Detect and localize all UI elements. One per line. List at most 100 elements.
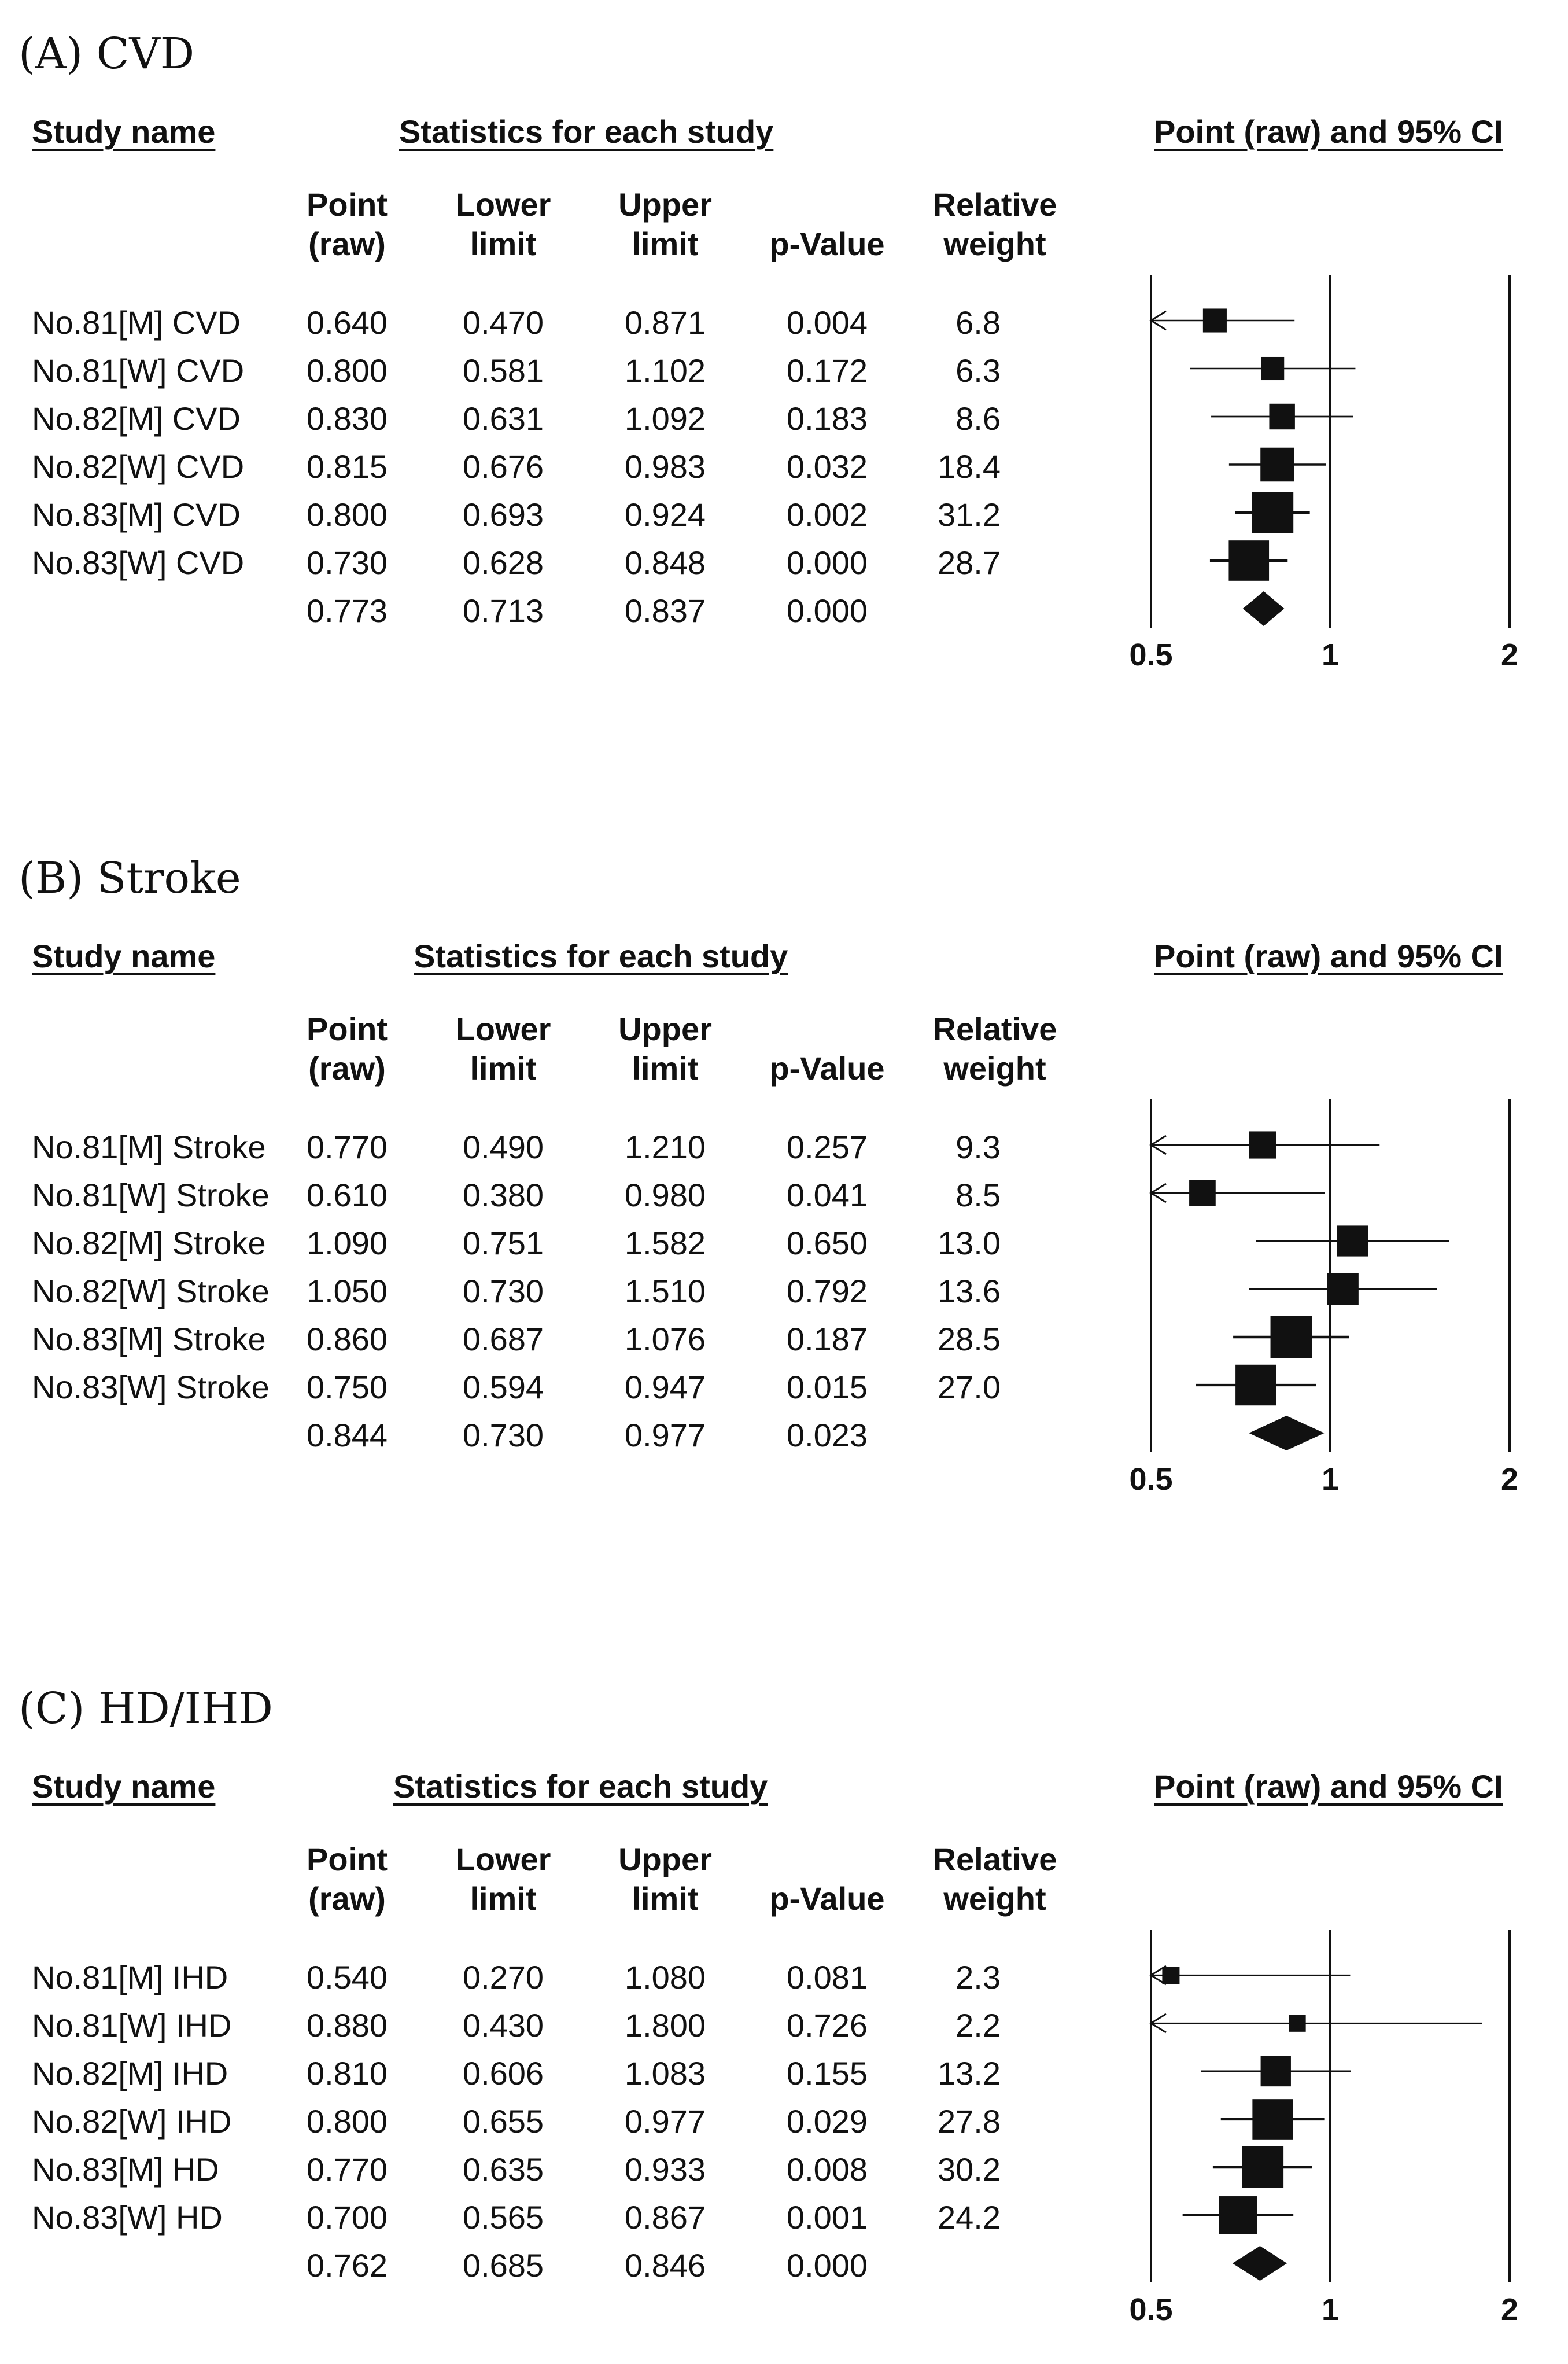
lower-limit-value: 0.628: [462, 544, 544, 581]
lower-limit-value: 0.730: [462, 1273, 544, 1309]
point-estimate-marker: [1252, 492, 1294, 533]
ci-clip-arrow-left: [1149, 1183, 1167, 1203]
point-estimate-marker: [1162, 1966, 1180, 1984]
study-name: No.82[W] IHD: [32, 2103, 232, 2140]
upper-limit-value: 1.092: [624, 400, 706, 437]
p-value: 0.029: [786, 2103, 868, 2140]
column-header-line: (raw): [308, 226, 386, 262]
upper-limit-value: 0.977: [624, 2103, 706, 2140]
p-value: 0.000: [786, 544, 868, 581]
upper-limit-value: 1.800: [624, 2007, 706, 2043]
point-estimate-marker: [1269, 403, 1295, 430]
study-name: No.81[W] CVD: [32, 352, 245, 389]
column-header-line: Point: [307, 1841, 388, 1877]
study-name: No.81[M] IHD: [32, 1959, 228, 1995]
upper-limit-column-header: Upper limit: [578, 185, 752, 264]
column-header-line: limit: [470, 1880, 537, 1917]
point-value: 0.810: [306, 2055, 388, 2091]
lower-limit-value: 0.676: [462, 448, 544, 485]
upper-limit-value: 0.924: [624, 496, 706, 533]
ci-clip-arrow-left: [1149, 310, 1167, 331]
upper-limit-value: 0.848: [624, 544, 706, 581]
panel-title: (A) CVD: [19, 29, 195, 79]
x-tick-label: 2: [1500, 638, 1519, 672]
study-name: No.81[M] CVD: [32, 304, 241, 341]
upper-limit-value: 0.947: [624, 1369, 706, 1405]
upper-limit-column-header: Upper limit: [578, 1010, 752, 1088]
forest-panel: (A) CVD Study name Statistics for each stu…: [0, 12, 1568, 787]
p-value-column-header: p-Value: [740, 224, 914, 264]
study-name: No.82[M] Stroke: [32, 1225, 266, 1261]
lower-limit-value: 0.655: [462, 2103, 544, 2140]
summary-p-value: 0.023: [786, 1417, 868, 1453]
point-value: 0.770: [306, 2151, 388, 2188]
p-value: 0.002: [786, 496, 868, 533]
column-header-line: weight: [943, 226, 1046, 262]
summary-upper-limit-value: 0.977: [624, 1417, 706, 1453]
column-header-line: p-Value: [769, 1050, 885, 1087]
column-header-line: Point: [307, 1011, 388, 1047]
point-column-header: Point (raw): [260, 185, 434, 264]
study-name: No.83[W] Stroke: [32, 1369, 270, 1405]
column-header-line: Lower: [455, 1841, 551, 1877]
summary-diamond: [1249, 1416, 1325, 1450]
plot-title: Point (raw) and 95% CI: [1154, 113, 1503, 150]
summary-diamond: [1232, 2246, 1287, 2281]
lower-limit-value: 0.490: [462, 1129, 544, 1165]
study-name: No.82[M] IHD: [32, 2055, 228, 2091]
relative-weight-value: 6.8: [955, 304, 1001, 341]
relative-weight-value: 27.8: [938, 2103, 1001, 2140]
plot-title: Point (raw) and 95% CI: [1154, 1768, 1503, 1805]
upper-limit-value: 1.210: [624, 1129, 706, 1165]
lower-limit-value: 0.470: [462, 304, 544, 341]
point-value: 0.860: [306, 1321, 388, 1357]
lower-limit-value: 0.430: [462, 2007, 544, 2043]
lower-limit-value: 0.631: [462, 400, 544, 437]
p-value-column-header: p-Value: [740, 1049, 914, 1088]
relative-weight-value: 28.5: [938, 1321, 1001, 1357]
summary-lower-limit-value: 0.730: [462, 1417, 544, 1453]
p-value: 0.081: [786, 1959, 868, 1995]
column-header-line: Lower: [455, 1011, 551, 1047]
lower-limit-value: 0.565: [462, 2199, 544, 2236]
summary-p-value: 0.000: [786, 2247, 868, 2284]
lower-limit-column-header: Lower limit: [416, 1840, 590, 1919]
summary-upper-limit-value: 0.846: [624, 2247, 706, 2284]
relative-weight-value: 8.5: [955, 1177, 1001, 1213]
study-name: No.83[M] CVD: [32, 496, 241, 533]
relative-weight-value: 24.2: [938, 2199, 1001, 2236]
point-estimate-marker: [1327, 1273, 1359, 1305]
column-header-line: limit: [632, 1880, 699, 1917]
x-tick-label: 1: [1321, 2292, 1340, 2327]
study-name: No.83[M] Stroke: [32, 1321, 266, 1357]
relative-weight-value: 30.2: [938, 2151, 1001, 2188]
summary-point-value: 0.844: [306, 1417, 388, 1453]
relative-weight-value: 13.2: [938, 2055, 1001, 2091]
point-value: 0.610: [306, 1177, 388, 1213]
point-column-header: Point (raw): [260, 1840, 434, 1919]
point-estimate-marker: [1289, 2015, 1306, 2032]
lower-limit-value: 0.693: [462, 496, 544, 533]
study-name: No.81[W] IHD: [32, 2007, 232, 2043]
point-estimate-marker: [1249, 1131, 1276, 1159]
column-header-line: (raw): [308, 1880, 386, 1917]
relative-weight-value: 8.6: [955, 400, 1001, 437]
panel-title: (C) HD/IHD: [19, 1684, 273, 1733]
panel-title: (B) Stroke: [19, 853, 241, 903]
column-header-line: Lower: [455, 186, 551, 223]
upper-limit-value: 1.510: [624, 1273, 706, 1309]
plot-title: Point (raw) and 95% CI: [1154, 938, 1503, 974]
summary-lower-limit-value: 0.685: [462, 2247, 544, 2284]
lower-limit-column-header: Lower limit: [416, 185, 590, 264]
upper-limit-value: 0.867: [624, 2199, 706, 2236]
p-value: 0.187: [786, 1321, 868, 1357]
lower-limit-value: 0.594: [462, 1369, 544, 1405]
relative-weight-value: 6.3: [955, 352, 1001, 389]
x-tick-label: 0.5: [1129, 2292, 1173, 2327]
point-estimate-marker: [1242, 2146, 1284, 2188]
ci-clip-arrow-left: [1149, 1135, 1167, 1155]
point-value: 0.730: [306, 544, 388, 581]
p-value: 0.183: [786, 400, 868, 437]
relative-weight-column-header: Relative weight: [908, 1010, 1082, 1088]
study-name-header: Study name: [32, 113, 216, 150]
